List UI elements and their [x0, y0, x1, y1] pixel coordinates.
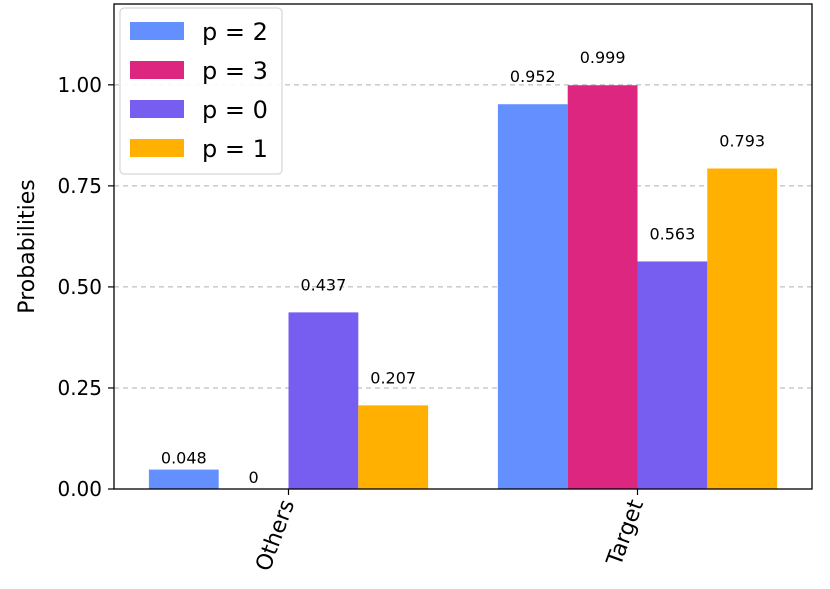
- y-axis: 0.00 0.25 0.50 0.75 1.00: [57, 73, 114, 501]
- legend: p = 2 p = 3 p = 0 p = 1: [119, 7, 283, 175]
- bar: [288, 312, 359, 489]
- x-tick-label: Others: [251, 497, 300, 575]
- legend-swatch: [130, 22, 184, 40]
- bar: [707, 168, 778, 489]
- y-tick-label: 0.50: [57, 275, 102, 299]
- legend-label: p = 2: [202, 18, 268, 46]
- bar: [497, 104, 568, 489]
- bar: [358, 405, 429, 489]
- x-axis: Others Target: [251, 489, 649, 575]
- y-tick-label: 0.00: [57, 477, 102, 501]
- legend-label: p = 0: [202, 96, 268, 124]
- legend-label: p = 1: [202, 135, 268, 163]
- y-tick-label: 1.00: [57, 73, 102, 97]
- y-tick-label: 0.25: [57, 376, 102, 400]
- data-label: 0.793: [719, 131, 765, 150]
- y-tick-label: 0.75: [57, 174, 102, 198]
- data-label: 0.207: [370, 368, 416, 387]
- legend-swatch: [130, 100, 184, 118]
- legend-swatch: [130, 61, 184, 79]
- data-label: 0.048: [161, 449, 207, 468]
- data-label: 0.563: [649, 224, 695, 243]
- legend-swatch: [130, 139, 184, 157]
- bar: [637, 261, 708, 489]
- data-label: 0.999: [580, 48, 626, 67]
- data-label: 0.437: [300, 275, 346, 294]
- bars: [148, 85, 778, 490]
- bar: [567, 85, 638, 490]
- legend-label: p = 3: [202, 57, 268, 85]
- data-label: 0.952: [510, 67, 556, 86]
- data-label: 0: [249, 468, 259, 487]
- data-labels: 0.048 0 0.437 0.207 0.952 0.999 0.563 0.793: [161, 48, 765, 487]
- plot-frame: [113, 3, 813, 490]
- bar: [148, 469, 219, 489]
- legend-box: [119, 7, 283, 175]
- x-tick-label: Target: [602, 496, 649, 570]
- y-axis-label: Probabilities: [15, 179, 40, 313]
